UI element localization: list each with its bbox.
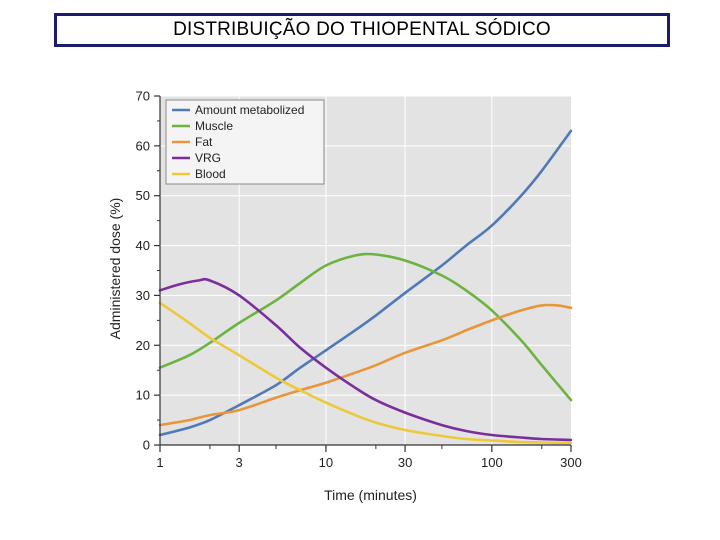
legend-label-amount-metabolized: Amount metabolized bbox=[195, 103, 304, 117]
x-tick-label: 10 bbox=[319, 455, 333, 470]
tick-labels: 0 10 20 30 40 50 60 70 1 3 10 30 100 300 bbox=[136, 89, 582, 471]
slide-title: DISTRIBUIÇÃO DO THIOPENTAL SÓDICO bbox=[173, 19, 551, 40]
y-tick-label: 40 bbox=[136, 238, 150, 253]
legend-label-vrg: VRG bbox=[195, 151, 221, 165]
x-tick-label: 30 bbox=[398, 455, 412, 470]
y-tick-label: 50 bbox=[136, 188, 150, 203]
x-tick-label: 3 bbox=[236, 455, 243, 470]
legend: Amount metabolized Muscle Fat VRG Blood bbox=[165, 99, 325, 185]
x-tick-label: 1 bbox=[156, 455, 163, 470]
legend-label-blood: Blood bbox=[195, 167, 226, 181]
y-tick-label: 10 bbox=[136, 388, 150, 403]
legend-box bbox=[165, 99, 325, 185]
y-tick-label: 70 bbox=[136, 89, 150, 104]
series-line-blood bbox=[158, 301, 573, 445]
grid-lines bbox=[160, 95, 571, 445]
x-tick-label: 300 bbox=[560, 455, 582, 470]
slide-title-box: DISTRIBUIÇÃO DO THIOPENTAL SÓDICO bbox=[54, 13, 670, 47]
legend-label-fat: Fat bbox=[195, 135, 213, 149]
y-tick-label: 60 bbox=[136, 138, 150, 153]
x-axis-title: Time (minutes) bbox=[324, 487, 417, 503]
series-line-fat bbox=[158, 303, 573, 427]
y-tick-label: 0 bbox=[143, 438, 150, 453]
series-lines bbox=[158, 129, 573, 445]
axes bbox=[154, 95, 572, 452]
y-tick-label: 20 bbox=[136, 338, 150, 353]
y-tick-label: 30 bbox=[136, 288, 150, 303]
series-line-muscle bbox=[158, 252, 573, 402]
y-axis-title: Administered dose (%) bbox=[107, 198, 123, 340]
series-line-vrg bbox=[158, 277, 573, 442]
x-tick-label: 100 bbox=[481, 455, 503, 470]
legend-label-muscle: Muscle bbox=[195, 119, 233, 133]
